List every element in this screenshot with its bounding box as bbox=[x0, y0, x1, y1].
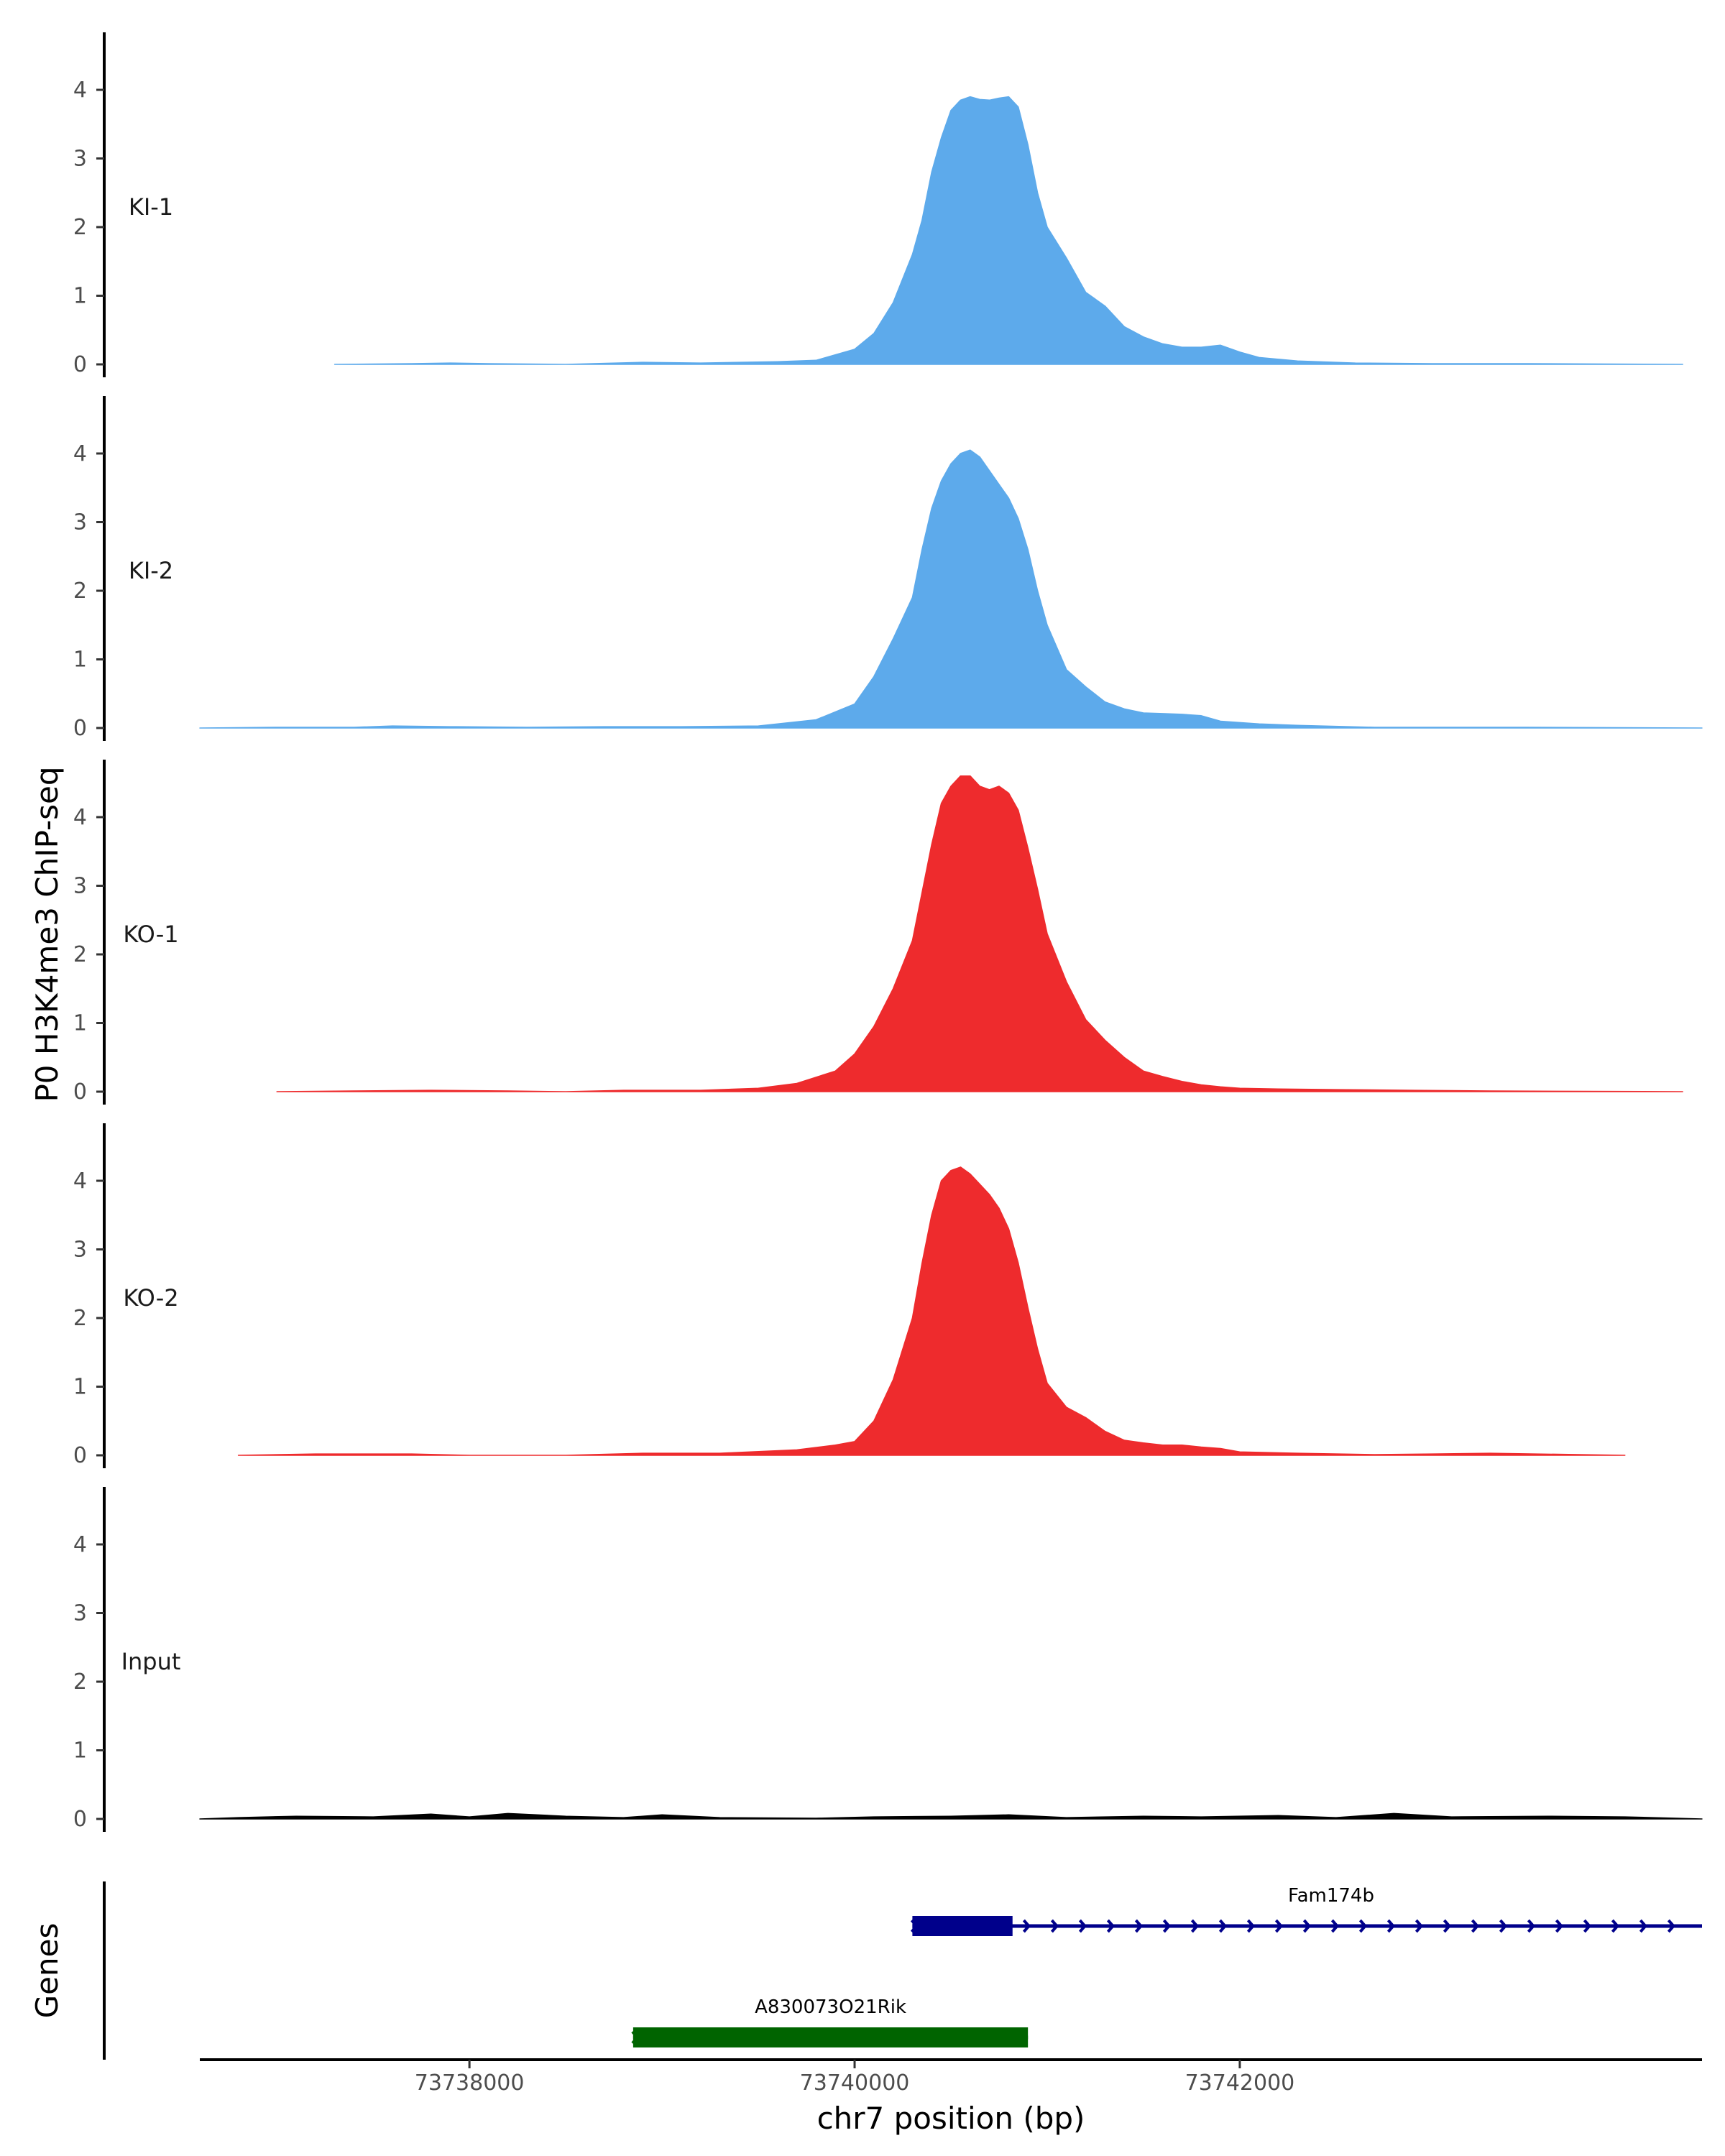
strand-chevron-fam174b bbox=[1218, 1919, 1228, 1933]
genes-axis-title: Genes bbox=[29, 1923, 65, 2019]
x-tick-label-73740000: 73740000 bbox=[800, 2070, 910, 2096]
signal-area-ki-1 bbox=[334, 96, 1683, 365]
track-panel-input: 0 1 2 3 4 Input bbox=[73, 1487, 1703, 1832]
y-tick-label-ko-1-3: 3 bbox=[73, 874, 87, 899]
gene-a830073o21rik: A830073O21Rik bbox=[631, 1996, 1029, 2047]
strand-chevron-fam174b bbox=[1162, 1919, 1172, 1933]
track-panel-ko-2: 0 1 2 3 4 KO-2 bbox=[73, 1123, 1626, 1468]
strand-chevron-fam174b bbox=[1302, 1919, 1312, 1933]
y-tick-label-ki-1-2: 2 bbox=[73, 215, 87, 240]
x-axis-title: chr7 position (bp) bbox=[817, 2101, 1085, 2136]
y-tick-label-ko-2-4: 4 bbox=[73, 1169, 87, 1194]
track-label-ko-2: KO-2 bbox=[123, 1284, 178, 1312]
y-tick-label-ki-2-4: 4 bbox=[73, 441, 87, 466]
track-label-input: Input bbox=[121, 1648, 181, 1675]
y-tick-label-ko-2-2: 2 bbox=[73, 1306, 87, 1331]
signal-area-ko-1 bbox=[276, 775, 1683, 1092]
strand-chevron-fam174b bbox=[1106, 1919, 1116, 1933]
x-axis: 73738000 73740000 73742000 bbox=[200, 2058, 1702, 2096]
y-axis-title: P0 H3K4me3 ChIP-seq bbox=[29, 766, 65, 1102]
track-label-ko-1: KO-1 bbox=[123, 921, 178, 948]
track-panel-ko-1: 0 1 2 3 4 KO-1 bbox=[73, 760, 1683, 1105]
gene-label-a830073o21rik: A830073O21Rik bbox=[755, 1996, 906, 2018]
strand-chevron-fam174b bbox=[1667, 1919, 1676, 1933]
strand-chevron-fam174b bbox=[1358, 1919, 1368, 1933]
strand-chevron-fam174b bbox=[1078, 1919, 1087, 1933]
strand-chevron-fam174b bbox=[1471, 1919, 1480, 1933]
track-label-ki-2: KI-2 bbox=[129, 557, 173, 584]
y-tick-label-ko-1-2: 2 bbox=[73, 942, 87, 967]
strand-chevron-fam174b bbox=[1611, 1919, 1620, 1933]
tracks-layer: 0 1 2 3 4 KI-1 0 1 2 3 4 KI-2 0 1 2 3 4 KO-1 0 1 2 3 4 KO-2 0 1 2 3… bbox=[73, 32, 1703, 1832]
y-tick-label-ko-1-1: 1 bbox=[73, 1011, 87, 1036]
y-tick-label-ko-1-0: 0 bbox=[73, 1079, 87, 1105]
strand-chevron-fam174b bbox=[1190, 1919, 1200, 1933]
y-tick-label-ki-1-1: 1 bbox=[73, 284, 87, 309]
y-tick-label-ko-2-1: 1 bbox=[73, 1375, 87, 1400]
signal-area-ko-2 bbox=[237, 1166, 1626, 1456]
y-tick-label-input-3: 3 bbox=[73, 1601, 87, 1626]
strand-chevron-fam174b bbox=[1022, 1919, 1031, 1933]
y-tick-label-ki-2-0: 0 bbox=[73, 716, 87, 741]
y-tick-label-ko-1-4: 4 bbox=[73, 805, 87, 830]
y-tick-label-input-4: 4 bbox=[73, 1532, 87, 1557]
y-tick-label-ki-2-3: 3 bbox=[73, 510, 87, 535]
y-tick-label-input-0: 0 bbox=[73, 1807, 87, 1832]
track-label-ki-1: KI-1 bbox=[129, 193, 173, 221]
y-tick-label-ki-1-4: 4 bbox=[73, 78, 87, 103]
gene-exon-fam174b bbox=[912, 1916, 1013, 1936]
y-tick-label-ki-1-0: 0 bbox=[73, 352, 87, 377]
track-panel-ki-1: 0 1 2 3 4 KI-1 bbox=[73, 32, 1683, 377]
track-panel-ki-2: 0 1 2 3 4 KI-2 bbox=[73, 396, 1703, 741]
signal-area-ki-2 bbox=[199, 449, 1703, 729]
x-tick-label-73738000: 73738000 bbox=[415, 2070, 525, 2096]
signal-area-input bbox=[199, 1812, 1703, 1820]
x-tick-label-73742000: 73742000 bbox=[1185, 2070, 1295, 2096]
strand-chevron-fam174b bbox=[1443, 1919, 1452, 1933]
y-tick-label-ko-2-0: 0 bbox=[73, 1443, 87, 1468]
genes-panel: Fam174b A830073O21Rik bbox=[103, 1881, 1702, 2060]
strand-chevron-fam174b bbox=[1274, 1919, 1284, 1933]
strand-chevron-fam174b bbox=[1639, 1919, 1648, 1933]
strand-chevron-fam174b bbox=[1246, 1919, 1256, 1933]
gene-label-fam174b: Fam174b bbox=[1288, 1885, 1374, 1907]
strand-chevron-fam174b bbox=[1555, 1919, 1564, 1933]
strand-chevron-fam174b bbox=[1050, 1919, 1059, 1933]
gene-fam174b: Fam174b bbox=[910, 1885, 1702, 1936]
y-tick-label-ki-2-1: 1 bbox=[73, 648, 87, 673]
strand-chevron-fam174b bbox=[1527, 1919, 1536, 1933]
y-tick-label-ki-2-2: 2 bbox=[73, 579, 87, 604]
strand-chevron-fam174b bbox=[1499, 1919, 1508, 1933]
strand-chevron-fam174b bbox=[1386, 1919, 1396, 1933]
strand-chevron-fam174b bbox=[1414, 1919, 1424, 1933]
y-tick-label-input-2: 2 bbox=[73, 1669, 87, 1695]
strand-chevron-fam174b bbox=[1330, 1919, 1340, 1933]
strand-chevron-fam174b bbox=[1134, 1919, 1144, 1933]
strand-chevron-fam174b bbox=[1583, 1919, 1592, 1933]
gene-exon-a830073o21rik bbox=[632, 2027, 1029, 2047]
y-tick-label-ki-1-3: 3 bbox=[73, 147, 87, 172]
y-tick-label-input-1: 1 bbox=[73, 1738, 87, 1764]
y-tick-label-ko-2-3: 3 bbox=[73, 1238, 87, 1263]
